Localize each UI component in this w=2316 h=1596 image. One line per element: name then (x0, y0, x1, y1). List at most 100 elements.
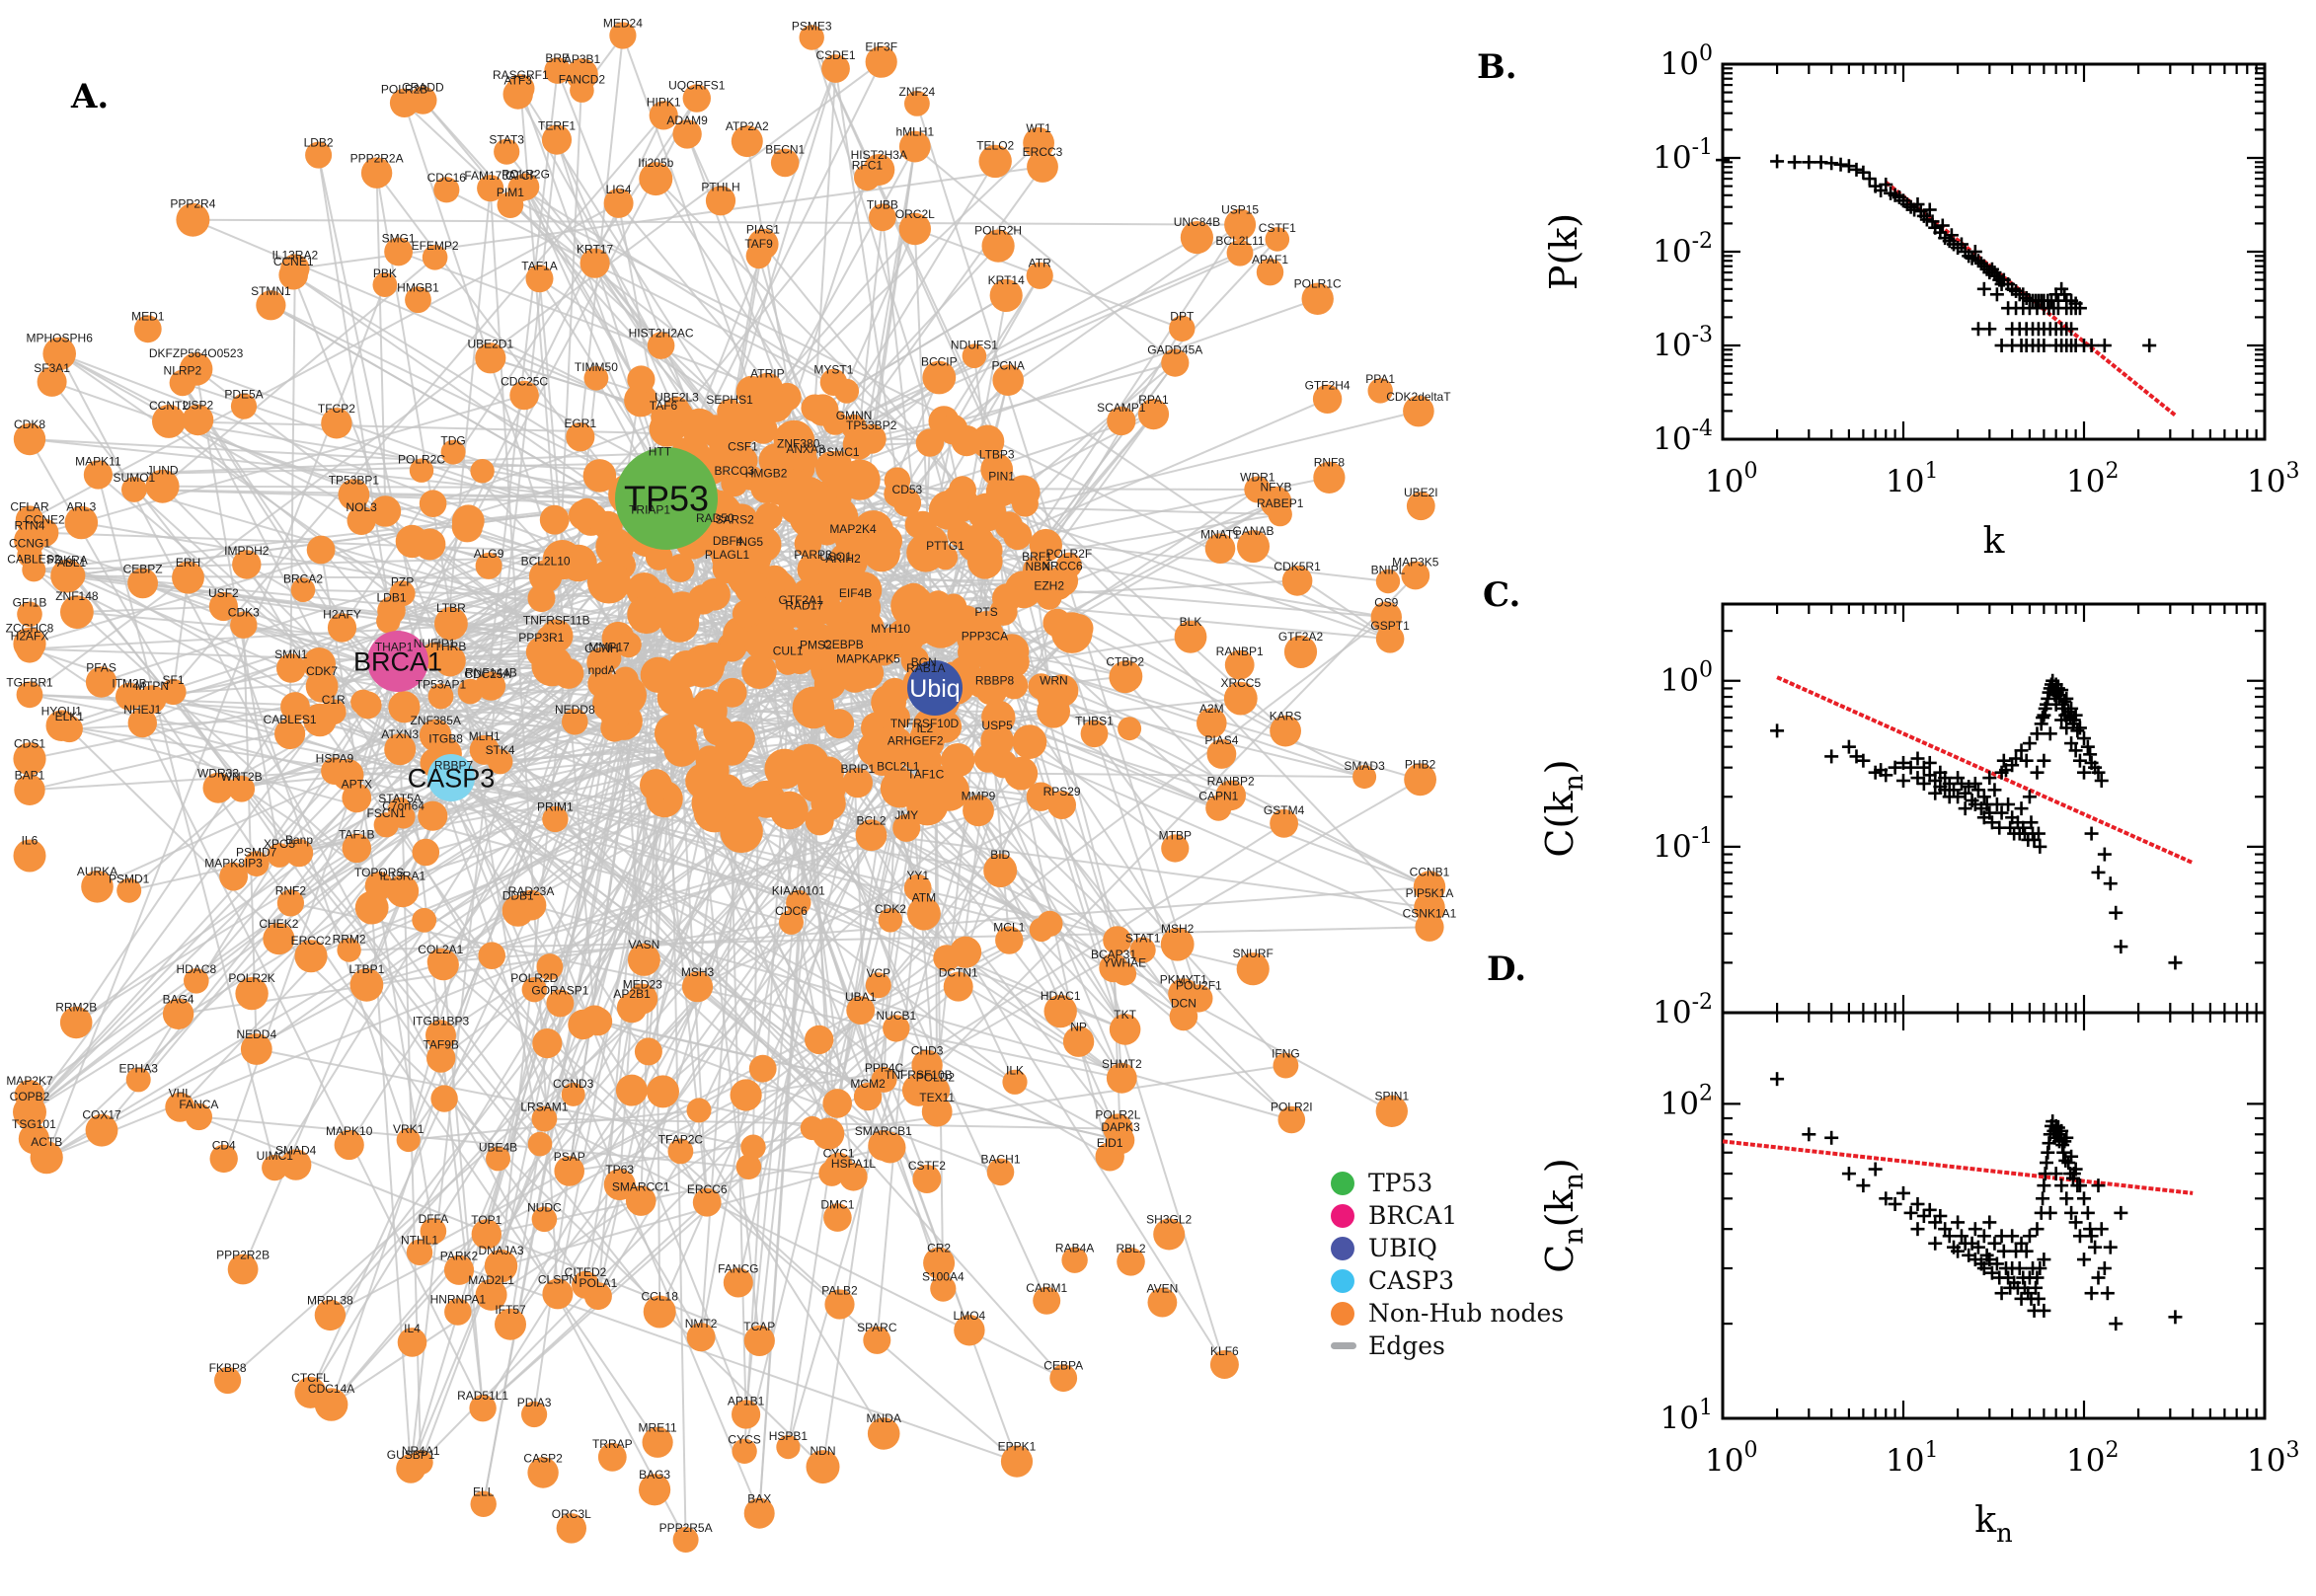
network-node (1012, 724, 1047, 759)
network-node (720, 809, 763, 854)
network-edge (445, 189, 848, 393)
x-tick-label: 101 (1886, 459, 1938, 499)
network-node (569, 499, 599, 531)
network-edge (934, 687, 1219, 809)
y-tick-label: 10-2 (1653, 990, 1713, 1030)
y-tick-label: 10-4 (1653, 417, 1713, 457)
network-edge (182, 382, 427, 853)
network-edge (172, 577, 190, 693)
network-panel: TP53 BRCA1 Ubiq CASP3 TAF1C TAF1A TAF1B TAF6 TAF… (6, 16, 1457, 1553)
network-edge (914, 145, 1176, 364)
network-edge (45, 799, 929, 1159)
network-edge (193, 218, 1241, 226)
x-tick-label: 102 (2066, 1438, 2119, 1479)
network-edge (329, 1021, 599, 1317)
network-node (645, 543, 673, 570)
plot-frame (1721, 1011, 2267, 1420)
network-node (880, 677, 909, 707)
network-node (612, 666, 639, 693)
scatter-points (1716, 153, 2157, 352)
network-edge (365, 628, 866, 986)
network-edge (745, 140, 804, 469)
network-edge (1007, 379, 1391, 641)
network-edge (419, 1009, 862, 1254)
x-tick-label: 103 (2247, 1438, 2299, 1479)
network-edge (621, 35, 758, 406)
network-edge (29, 693, 452, 779)
network-node (665, 554, 695, 582)
network-node (703, 715, 734, 746)
network-edge (1077, 1040, 1112, 1158)
scatter-points (1770, 673, 2183, 970)
network-node (741, 653, 777, 689)
network-node (1029, 528, 1062, 563)
network-edge (58, 352, 687, 1541)
network-edge (61, 724, 1001, 872)
plot-frame (1721, 62, 2267, 441)
fit-line (1776, 675, 2194, 865)
x-tick-label: 103 (2247, 459, 2299, 499)
network-edge (50, 381, 245, 626)
y-tick-label: 10-2 (1653, 229, 1713, 269)
network-edge (533, 497, 667, 1415)
network-edge (712, 610, 1005, 804)
network-node (970, 424, 1005, 459)
network-edge (29, 60, 883, 696)
network-node (586, 560, 631, 604)
network-edge (397, 410, 1420, 662)
network-edge (482, 985, 960, 1409)
network-edge (179, 637, 619, 1108)
network-edge (341, 627, 869, 1098)
y-tick-label: 10-1 (1653, 824, 1713, 865)
x-tick-label: 102 (2066, 459, 2119, 499)
network-node (732, 599, 760, 628)
network-edge (370, 907, 413, 1469)
network-node (884, 704, 910, 730)
network-edge (860, 939, 1010, 1012)
network-edge (317, 154, 452, 779)
x-axis-label: kn​ (1974, 1500, 2013, 1549)
network-edge (762, 243, 1050, 598)
x-axis-label: k (1983, 521, 2006, 562)
network-edge (593, 1019, 1001, 1174)
network-edge (29, 647, 399, 662)
network-node (1042, 608, 1072, 638)
network-edge (870, 146, 916, 439)
network-edge (443, 737, 738, 1100)
network-edge (241, 534, 1019, 791)
network-edge (811, 37, 1226, 1365)
x-tick-label: 100 (1705, 459, 1757, 499)
network-node (863, 534, 900, 572)
network-edge (330, 742, 926, 1406)
network-edge (996, 739, 1430, 929)
network-edge (419, 1251, 1018, 1463)
scatter-points (1770, 1072, 2183, 1331)
x-tick-label: 100 (1705, 1438, 1757, 1479)
network-node (813, 756, 844, 788)
network-node (615, 632, 642, 658)
network-edge (428, 543, 550, 640)
y-axis-label: C(kn​) (1538, 759, 1589, 857)
network-edge (812, 568, 1387, 619)
network-node (699, 642, 729, 672)
network-node (582, 459, 617, 493)
network-edge (1116, 939, 1293, 1121)
network-edge (141, 114, 664, 724)
network-node (941, 743, 975, 778)
network-node (680, 408, 719, 446)
y-tick-label: 102 (1660, 1081, 1713, 1121)
y-tick-label: 100 (1660, 658, 1713, 699)
network-node (640, 656, 677, 693)
network-edge (29, 202, 620, 521)
network-edge (317, 154, 399, 662)
network-nodes (13, 22, 1446, 1553)
network-edge (450, 777, 885, 1147)
plot-panel-C: 100 10-1 10-2 C(kn​) (1538, 602, 2267, 1030)
y-axis-label: Cn​(kn​) (1538, 1158, 1589, 1273)
network-edge (420, 870, 1001, 1464)
network-node (857, 731, 892, 767)
